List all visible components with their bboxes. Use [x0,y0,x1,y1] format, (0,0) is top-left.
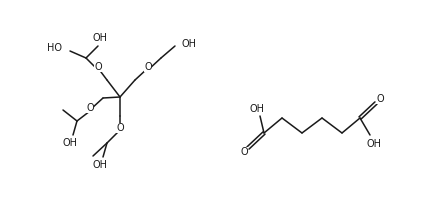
Text: HO: HO [48,43,62,53]
Text: OH: OH [93,160,108,170]
Text: O: O [86,103,94,113]
Text: O: O [144,62,152,72]
Text: OH: OH [250,104,264,114]
Text: O: O [94,62,102,72]
Text: OH: OH [93,33,108,43]
Text: O: O [116,123,124,133]
Text: OH: OH [62,138,77,148]
Text: O: O [376,94,384,104]
Text: OH: OH [367,139,381,149]
Text: OH: OH [181,39,196,49]
Text: O: O [240,147,248,157]
